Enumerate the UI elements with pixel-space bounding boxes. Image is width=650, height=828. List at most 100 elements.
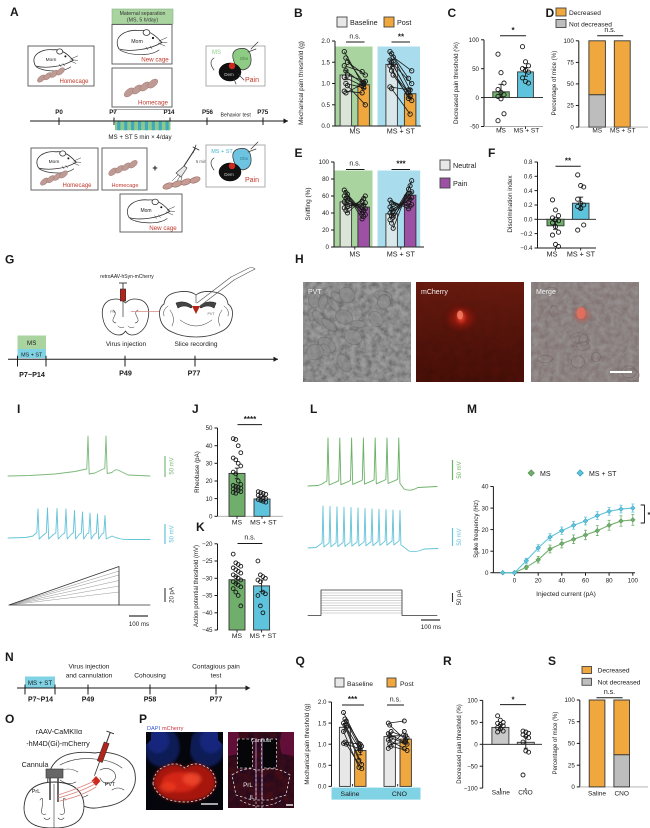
svg-text:Action potential threshold (mV: Action potential threshold (mV) — [194, 545, 200, 627]
svg-text:50: 50 — [471, 720, 478, 727]
svg-text:J: J — [192, 402, 199, 416]
svg-text:E: E — [295, 146, 303, 160]
svg-text:PVT: PVT — [308, 289, 322, 296]
svg-text:40: 40 — [206, 443, 213, 450]
svg-text:1.0: 1.0 — [321, 81, 330, 88]
svg-text:****: **** — [244, 415, 257, 424]
svg-text:50 mV: 50 mV — [457, 461, 463, 478]
svg-text:MS + ST: MS + ST — [387, 127, 416, 136]
svg-text:Cohousing: Cohousing — [134, 673, 166, 680]
svg-text:1.5: 1.5 — [318, 720, 327, 727]
svg-text:Mechanical pain threshold (g): Mechanical pain threshold (g) — [304, 703, 311, 784]
svg-text:10: 10 — [206, 496, 213, 503]
svg-text:MS: MS — [212, 50, 221, 56]
svg-text:*: * — [511, 26, 515, 35]
svg-text:CNO: CNO — [392, 791, 407, 798]
svg-text:50: 50 — [472, 66, 479, 73]
svg-text:50: 50 — [206, 425, 213, 432]
svg-text:P0: P0 — [55, 109, 63, 116]
svg-text:Mechanical pain threshold (g): Mechanical pain threshold (g) — [298, 41, 305, 125]
svg-text:10: 10 — [482, 548, 489, 555]
svg-text:40: 40 — [322, 210, 329, 217]
svg-text:New cage: New cage — [149, 225, 177, 232]
svg-text:I: I — [17, 402, 20, 416]
svg-text:Not decreased: Not decreased — [598, 679, 641, 686]
svg-text:25: 25 — [568, 762, 575, 769]
svg-text:n.s.: n.s. — [244, 535, 255, 542]
svg-text:S: S — [548, 654, 556, 668]
svg-text:***: *** — [396, 160, 406, 169]
svg-text:Virus injection: Virus injection — [106, 341, 147, 348]
svg-text:PrL: PrL — [110, 310, 116, 314]
svg-text:0.5: 0.5 — [321, 102, 330, 109]
svg-text:CNO: CNO — [614, 791, 628, 798]
svg-text:100 ms: 100 ms — [129, 621, 149, 628]
svg-text:rAAV-CaMKIIα: rAAV-CaMKIIα — [36, 727, 82, 736]
svg-text:Post: Post — [400, 681, 414, 688]
svg-text:0.6: 0.6 — [524, 173, 533, 180]
svg-text:Pain: Pain — [453, 179, 467, 188]
svg-text:20: 20 — [206, 478, 213, 485]
svg-text:0.8: 0.8 — [524, 159, 533, 166]
svg-text:n.s.: n.s. — [349, 34, 360, 41]
svg-text:PrL: PrL — [32, 789, 40, 795]
svg-text:Homecage: Homecage — [62, 183, 92, 189]
svg-text:G: G — [5, 253, 14, 267]
svg-text:MS + ST: MS + ST — [514, 128, 539, 135]
svg-text:and cannulation: and cannulation — [66, 673, 113, 680]
svg-text:M: M — [467, 402, 477, 416]
svg-text:Saline: Saline — [492, 790, 510, 797]
svg-text:Mom: Mom — [49, 159, 60, 165]
svg-text:40: 40 — [482, 484, 489, 491]
svg-text:20 pA: 20 pA — [170, 587, 176, 603]
svg-text:50 pA: 50 pA — [457, 590, 463, 606]
svg-text:0: 0 — [570, 124, 574, 131]
svg-text:MS: MS — [592, 128, 602, 135]
svg-text:n.s.: n.s. — [604, 689, 615, 696]
svg-text:25: 25 — [567, 103, 574, 110]
svg-text:−45: −45 — [202, 627, 213, 634]
svg-text:MS: MS — [540, 471, 551, 478]
svg-text:-50: -50 — [470, 124, 480, 131]
svg-text:Saline: Saline — [341, 791, 360, 798]
svg-text:−0.2: −0.2 — [520, 231, 533, 238]
svg-text:2.0: 2.0 — [321, 38, 330, 45]
svg-text:50 mV: 50 mV — [457, 528, 463, 545]
svg-text:Mom: Mom — [46, 57, 57, 63]
svg-text:**: ** — [398, 33, 405, 42]
svg-text:L: L — [310, 402, 317, 416]
svg-text:PrL: PrL — [243, 782, 253, 789]
svg-text:20: 20 — [482, 527, 489, 534]
svg-text:P14: P14 — [163, 109, 175, 116]
svg-text:0.4: 0.4 — [524, 188, 533, 195]
svg-text:0: 0 — [209, 514, 213, 521]
svg-text:2.0: 2.0 — [318, 699, 327, 706]
svg-text:30: 30 — [482, 505, 489, 512]
svg-text:Post: Post — [397, 18, 411, 27]
svg-text:20: 20 — [322, 227, 329, 234]
svg-text:Contagious pain: Contagious pain — [192, 664, 240, 671]
svg-text:P7: P7 — [109, 109, 117, 116]
svg-text:**: ** — [565, 157, 572, 166]
svg-text:0: 0 — [474, 742, 478, 749]
svg-text:Behavior test: Behavior test — [221, 113, 252, 119]
svg-text:Mom: Mom — [140, 208, 151, 214]
svg-text:P: P — [139, 712, 147, 726]
svg-text:Baseline: Baseline — [350, 18, 378, 27]
svg-text:MS + ST: MS + ST — [211, 149, 233, 155]
svg-text:Pain: Pain — [245, 77, 259, 84]
svg-text:0: 0 — [571, 784, 575, 791]
svg-text:Maternal separation: Maternal separation — [120, 11, 166, 17]
svg-text:Mom: Mom — [131, 39, 143, 45]
svg-text:(MS, 5 h/day): (MS, 5 h/day) — [127, 18, 158, 24]
svg-text:n.s.: n.s. — [349, 161, 360, 168]
svg-text:MS: MS — [27, 340, 36, 347]
svg-text:Pain: Pain — [245, 177, 259, 184]
svg-text:O: O — [5, 712, 14, 726]
svg-text:Cannula: Cannula — [22, 760, 49, 769]
svg-text:100: 100 — [628, 578, 639, 585]
svg-text:P49: P49 — [82, 697, 95, 704]
svg-text:Sniffing (%): Sniffing (%) — [305, 188, 312, 221]
svg-text:P58: P58 — [144, 697, 157, 704]
svg-text:A: A — [10, 5, 19, 19]
